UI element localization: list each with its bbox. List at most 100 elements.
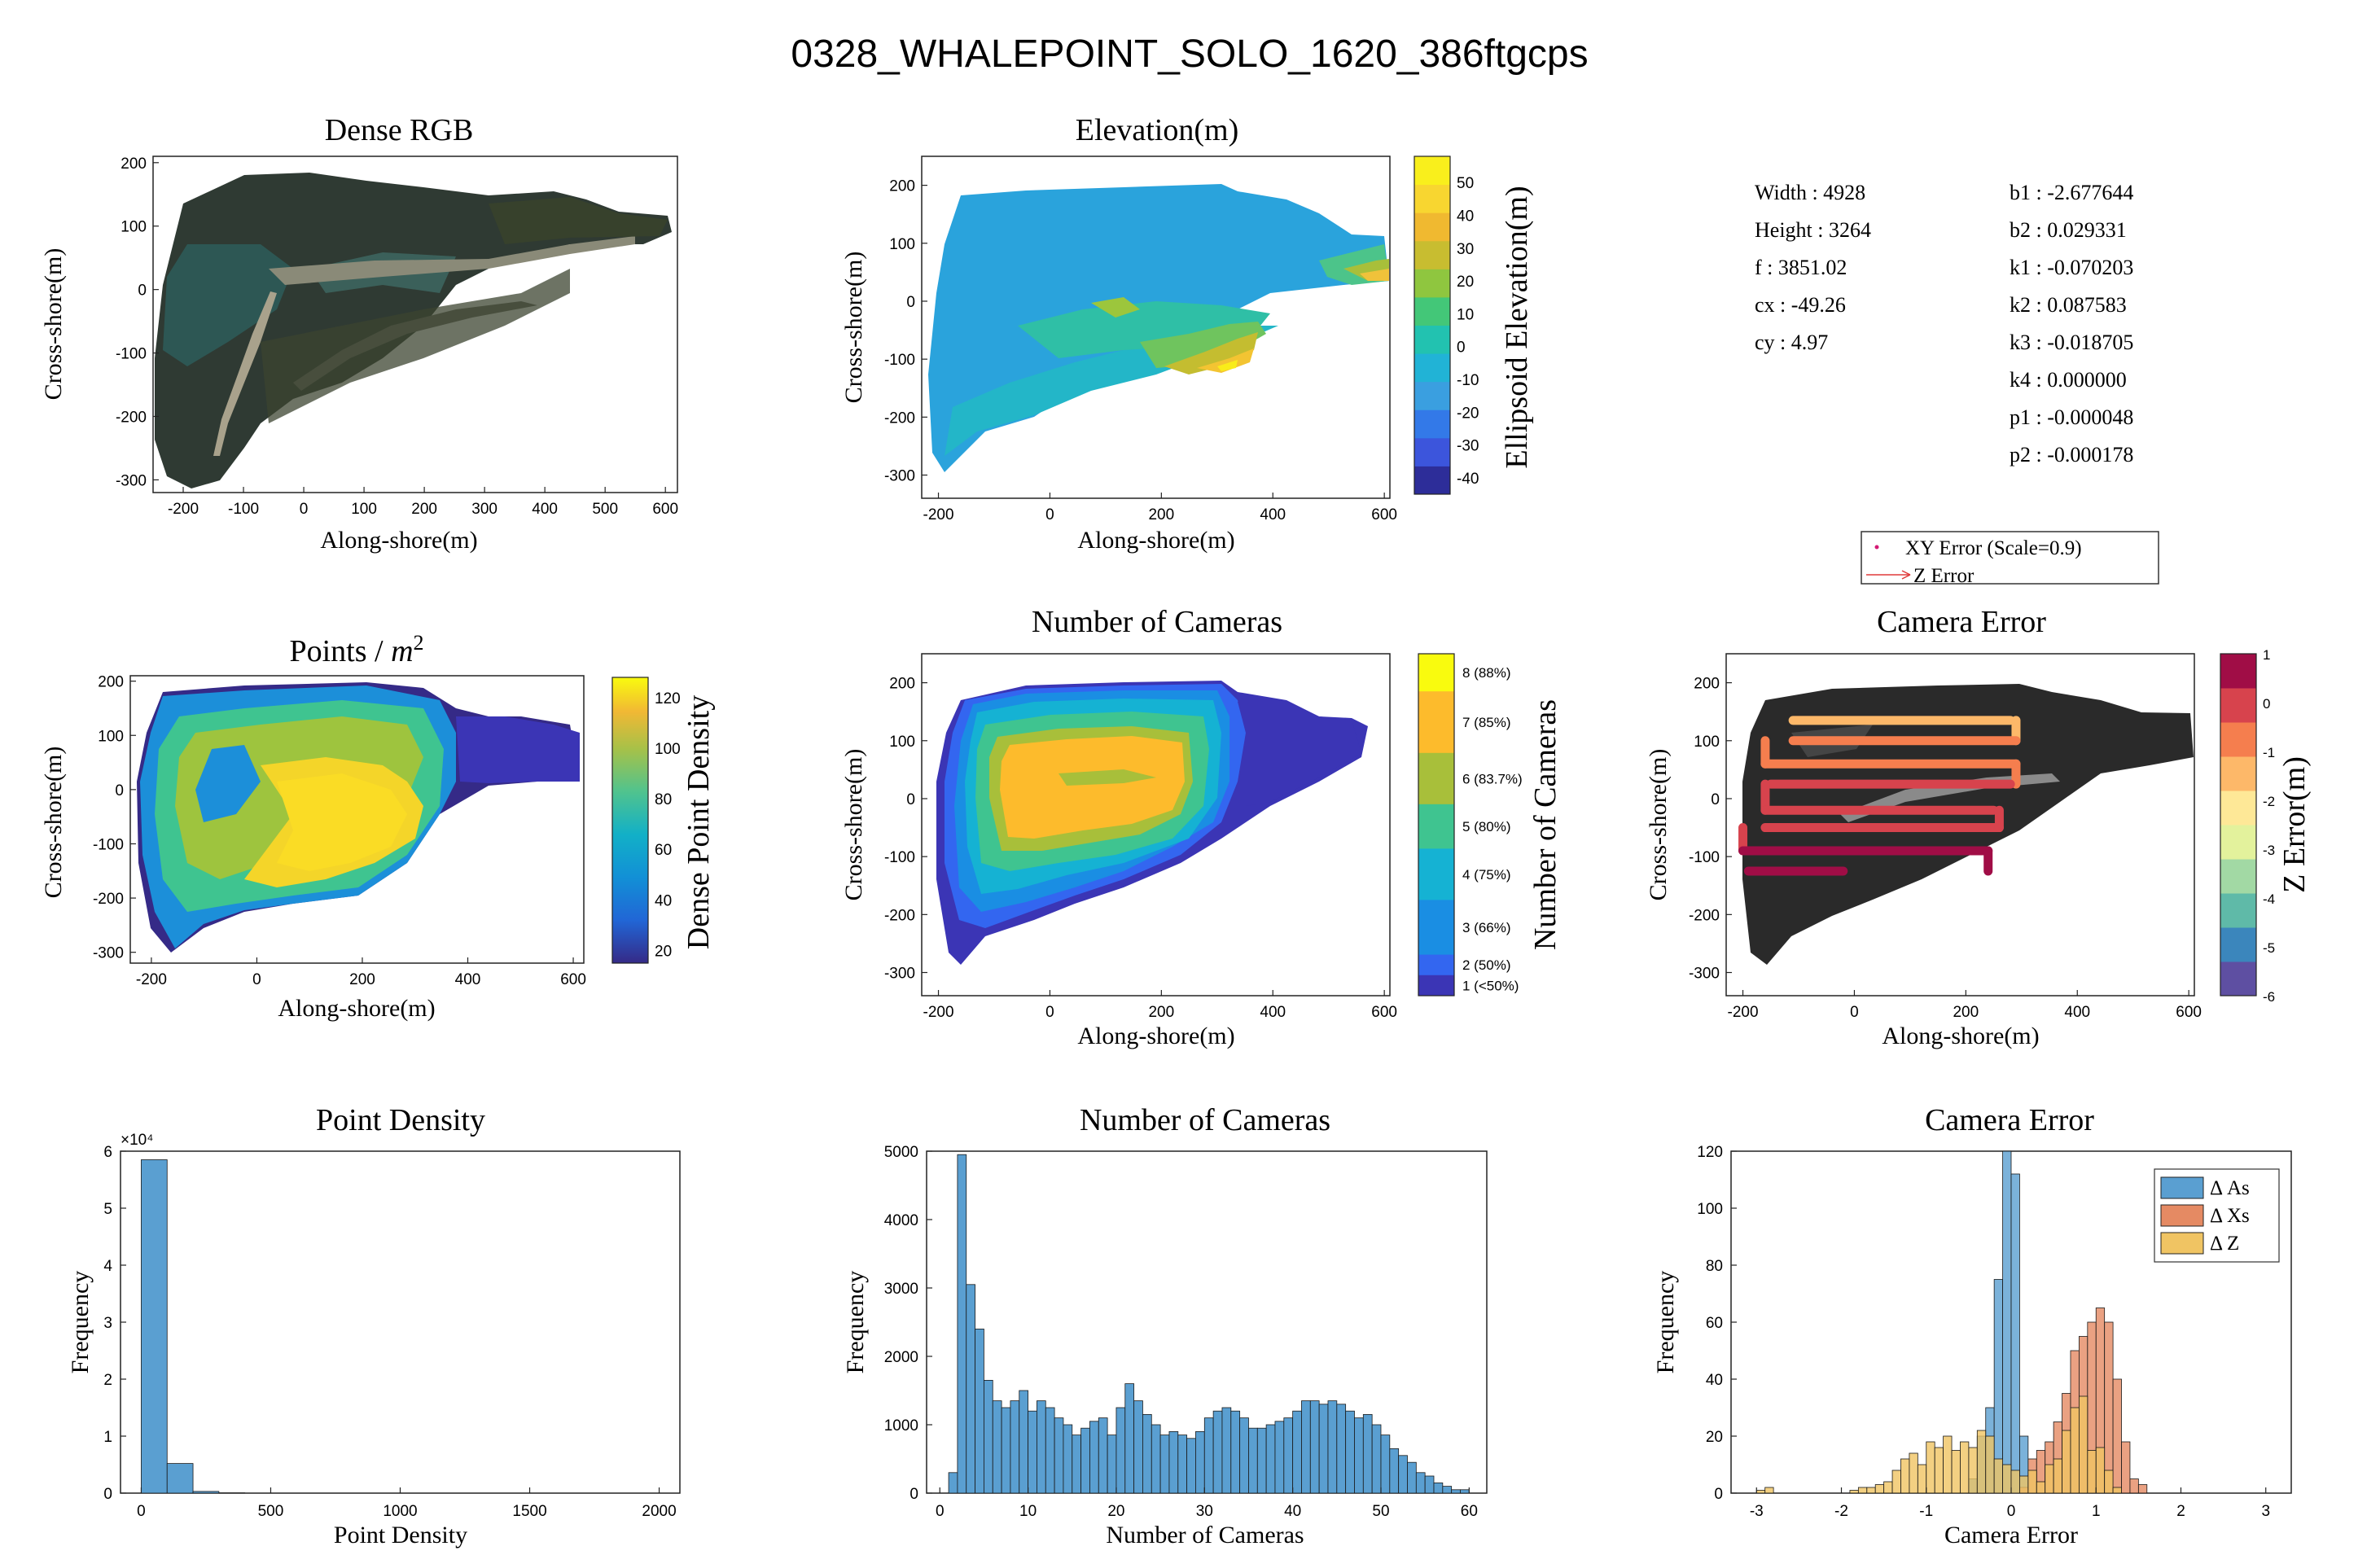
x-tick-label: 1000 xyxy=(383,1503,417,1520)
colorbar-tick: -6 xyxy=(2263,989,2275,1005)
panel-title: Number of Cameras xyxy=(1080,1103,1330,1137)
x-tick-label: -3 xyxy=(1750,1503,1764,1520)
y-tick-label: 4 xyxy=(103,1258,112,1275)
colorbar-label: Z Error(m) xyxy=(2277,756,2312,893)
x-axis-label: Along-shore(m) xyxy=(1077,1023,1234,1049)
y-axis-label: Cross-shore(m) xyxy=(840,749,867,901)
x-tick-label: 20 xyxy=(1107,1503,1124,1520)
param-b1: b1 : -2.677644 xyxy=(2010,181,2133,204)
x-tick-label: 200 xyxy=(1953,1004,1979,1021)
legend-swatch xyxy=(2161,1177,2203,1198)
param-k2: k2 : 0.087583 xyxy=(2010,293,2127,317)
colorbar-class-label: 8 (88%) xyxy=(1462,665,1511,681)
colorbar-class-label: 7 (85%) xyxy=(1462,715,1511,730)
colorbar-level xyxy=(1414,241,1450,269)
y-tick-label: 0 xyxy=(906,294,915,311)
x-tick-label: 0 xyxy=(1850,1004,1859,1021)
y-axis-label: Frequency xyxy=(842,1271,869,1374)
y-tick-label: 6 xyxy=(103,1144,112,1161)
y-tick-label: 100 xyxy=(121,219,147,236)
colorbar-tick: 0 xyxy=(2263,696,2270,712)
hist-bar xyxy=(1399,1456,1408,1493)
hist-bar xyxy=(1977,1430,1985,1493)
hist-bar xyxy=(1169,1431,1178,1493)
colorbar-tick: -30 xyxy=(1457,438,1479,455)
colorbar-class xyxy=(1418,691,1454,753)
colorbar-class xyxy=(1418,804,1454,849)
figure-title: 0328_WHALEPOINT_SOLO_1620_386ftgcps xyxy=(791,33,1588,76)
colorbar-tick: 50 xyxy=(1457,175,1474,192)
hist-bar xyxy=(1884,1482,1892,1493)
y-tick-label: -200 xyxy=(93,891,124,908)
hist-bar xyxy=(1231,1411,1240,1493)
hist-bar xyxy=(2003,1465,2011,1493)
hist-bar xyxy=(1275,1421,1284,1493)
hist-bar xyxy=(1142,1414,1151,1493)
y-tick-label: 200 xyxy=(1694,676,1720,693)
hist-bar xyxy=(2130,1479,2138,1494)
colorbar-tick: -4 xyxy=(2263,891,2275,907)
x-axis-label: Along-shore(m) xyxy=(1077,527,1234,554)
y-tick-label: 0 xyxy=(138,283,147,300)
colorbar-level xyxy=(1414,269,1450,297)
x-tick-label: 0 xyxy=(936,1503,945,1520)
param-cx: cx : -49.26 xyxy=(1755,293,1846,317)
x-tick-label: 3 xyxy=(2261,1503,2270,1520)
colorbar-tick: 100 xyxy=(655,741,681,758)
x-tick-label: 0 xyxy=(1045,1004,1054,1021)
hist-bar xyxy=(1240,1418,1249,1493)
y-tick-label: 200 xyxy=(121,156,147,173)
colorbar-level xyxy=(2220,722,2256,757)
hist-bar xyxy=(1125,1384,1134,1493)
param-k4: k4 : 0.000000 xyxy=(2010,368,2127,392)
hist-bar xyxy=(1952,1451,1960,1494)
y-tick-label: 100 xyxy=(98,728,124,745)
hist-bar xyxy=(1900,1459,1909,1493)
x-tick-label: 30 xyxy=(1196,1503,1213,1520)
y-tick-label: 200 xyxy=(889,178,915,195)
colorbar-level xyxy=(2220,791,2256,826)
legend-swatch xyxy=(2161,1233,2203,1254)
hist-bar xyxy=(2079,1396,2087,1493)
title-exponent: 2 xyxy=(414,631,424,655)
y-tick-label: 20 xyxy=(1706,1429,1723,1446)
hist-bar xyxy=(1301,1401,1310,1493)
hist-bar xyxy=(1425,1476,1434,1493)
hist-bar xyxy=(2062,1430,2071,1493)
hist-bar xyxy=(1390,1448,1399,1493)
x-tick-label: 60 xyxy=(1461,1503,1478,1520)
y-tick-label: -100 xyxy=(1689,849,1720,866)
hist-bar xyxy=(2045,1465,2053,1493)
legend-swatch xyxy=(2161,1205,2203,1226)
xy-error-label: XY Error (Scale=0.9) xyxy=(1905,537,2082,559)
hist-bar xyxy=(1935,1448,1943,1493)
x-tick-label: 400 xyxy=(2064,1004,2090,1021)
y-axis-label: Cross-shore(m) xyxy=(40,747,67,899)
colorbar-class-label: 4 (75%) xyxy=(1462,867,1511,883)
colorbar-class-label: 1 (<50%) xyxy=(1462,978,1519,993)
hist-bar xyxy=(2011,1470,2019,1493)
x-tick-label: 600 xyxy=(652,501,678,518)
hist-bar xyxy=(1151,1425,1160,1493)
hist-bar xyxy=(2019,1476,2027,1493)
y-tick-label: 200 xyxy=(889,676,915,693)
colorbar-level xyxy=(2220,688,2256,723)
y-tick-label: -100 xyxy=(93,836,124,853)
hist-bar xyxy=(2113,1487,2121,1493)
hist-bar xyxy=(1037,1401,1045,1493)
x-tick-label: 1500 xyxy=(512,1503,546,1520)
colorbar-tick: 80 xyxy=(655,791,672,808)
hist-bar xyxy=(1054,1418,1063,1493)
x-tick-label: 600 xyxy=(560,971,586,988)
hist-bar xyxy=(1319,1404,1328,1493)
colorbar-class xyxy=(1418,955,1454,976)
hist-bar xyxy=(1407,1462,1416,1493)
hist-bar xyxy=(1222,1408,1231,1493)
y-tick-label: 100 xyxy=(1697,1201,1723,1218)
y-tick-label: -300 xyxy=(1689,966,1720,983)
y-tick-label: 60 xyxy=(1706,1315,1723,1332)
